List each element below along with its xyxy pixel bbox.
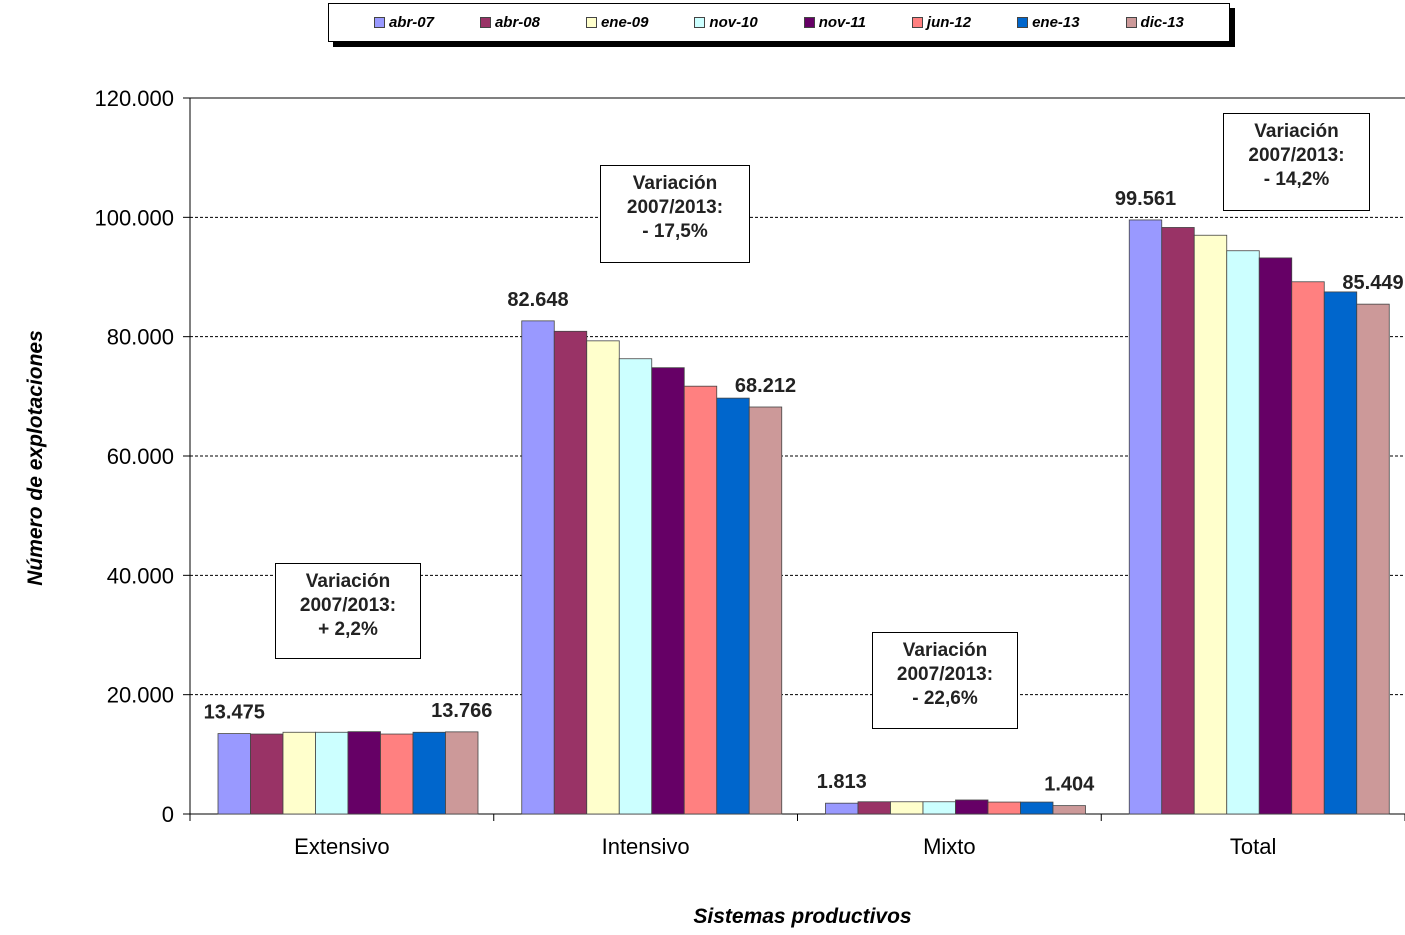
bar — [1323, 291, 1358, 815]
bar — [553, 330, 588, 815]
bar — [347, 731, 381, 815]
variation-note-mixto: Variación 2007/2013: - 22,6% — [872, 632, 1018, 729]
bar — [987, 801, 1021, 815]
x-tick-label: Total — [1230, 834, 1276, 859]
legend-item: abr-08 — [479, 14, 540, 31]
bar — [1291, 281, 1325, 815]
legend-label: nov-10 — [709, 14, 758, 31]
bar — [521, 320, 555, 815]
note-line: Variación — [1254, 121, 1339, 142]
note-line: - 17,5% — [642, 221, 708, 242]
note-line: Variación — [632, 173, 718, 194]
y-tick-label: 100.000 — [94, 205, 174, 230]
variation-note-intensivo: Variación 2007/2013: - 17,5% — [600, 165, 750, 263]
bar — [315, 731, 349, 815]
bar — [1226, 250, 1260, 815]
y-tick-label: 80.000 — [107, 325, 174, 350]
note-line: - 22,6% — [912, 688, 978, 709]
data-label: 82.648 — [507, 289, 568, 311]
legend-swatch — [585, 17, 597, 28]
legend-item: ene-09 — [585, 14, 649, 31]
note-line: Variación — [305, 571, 391, 592]
bar — [955, 799, 989, 815]
y-tick-label: 120.000 — [94, 86, 174, 111]
legend-item: abr-07 — [373, 14, 434, 31]
legend-swatch — [479, 17, 491, 28]
legend-label: nov-11 — [818, 14, 866, 31]
data-label: 99.561 — [1115, 188, 1176, 210]
x-tick-label: Intensivo — [602, 834, 690, 859]
y-tick-label: 40.000 — [107, 563, 174, 588]
note-line: 2007/2013: — [896, 664, 994, 685]
bar — [922, 801, 956, 815]
variation-note-extensivo: Variación 2007/2013: + 2,2% — [275, 563, 421, 659]
bar — [1052, 805, 1086, 815]
x-tick-label: Mixto — [923, 834, 976, 859]
note-line: 2007/2013: — [299, 595, 397, 616]
legend-label: abr-07 — [388, 14, 434, 31]
bar — [1161, 227, 1195, 815]
bar — [716, 397, 750, 815]
legend: abr-07 abr-08 ene-09 nov-10 nov-11 jun-12 ene-… — [328, 3, 1230, 42]
legend-label: jun-12 — [926, 14, 972, 31]
data-label: 1.404 — [1044, 774, 1095, 796]
note-line: 2007/2013: — [1248, 145, 1345, 166]
bar — [380, 733, 414, 815]
bar — [651, 367, 685, 815]
legend-item: nov-11 — [803, 14, 866, 31]
note-line: Variación — [902, 640, 988, 661]
bar — [1128, 219, 1163, 815]
legend-swatch — [1017, 17, 1029, 28]
data-label: 1.813 — [817, 771, 867, 793]
legend-swatch — [1125, 17, 1137, 28]
bar — [250, 733, 284, 815]
legend-label: ene-09 — [600, 14, 649, 31]
bar — [1193, 234, 1228, 815]
x-tick-label: Extensivo — [294, 834, 389, 859]
bar — [748, 406, 783, 815]
legend-label: ene-13 — [1032, 14, 1080, 31]
data-label: 68.212 — [735, 375, 796, 397]
bar — [890, 801, 924, 815]
data-label: 85.449 — [1342, 272, 1403, 294]
bar — [282, 731, 316, 815]
x-axis-title: Sistemas productivos — [693, 905, 912, 928]
data-label: 13.475 — [204, 702, 265, 724]
legend-swatch — [803, 17, 815, 28]
note-line: - 14,2% — [1263, 169, 1330, 190]
bar — [618, 358, 653, 815]
bar — [445, 731, 479, 815]
bar — [825, 802, 859, 815]
legend-item: nov-10 — [694, 14, 758, 31]
variation-note-total: Variación 2007/2013: - 14,2% — [1223, 113, 1370, 211]
bar — [1020, 801, 1054, 815]
y-tick-label: 60.000 — [107, 444, 174, 469]
bar — [1258, 257, 1293, 815]
y-tick-label: 20.000 — [107, 683, 174, 708]
legend-swatch — [694, 17, 706, 28]
note-line: 2007/2013: — [626, 197, 724, 218]
bar — [857, 801, 891, 815]
bar — [217, 733, 251, 815]
data-label: 13.766 — [431, 700, 492, 722]
y-axis-title: Número de explotaciones — [24, 330, 47, 586]
legend-swatch — [911, 17, 923, 28]
bar — [412, 731, 446, 815]
bar — [1356, 303, 1390, 815]
legend-label: abr-08 — [494, 14, 540, 31]
bar — [683, 385, 718, 815]
legend-item: ene-13 — [1017, 14, 1080, 31]
y-tick-label: 0 — [162, 802, 174, 827]
note-line: + 2,2% — [318, 619, 378, 640]
legend-swatch — [373, 17, 385, 28]
legend-item: jun-12 — [911, 14, 972, 31]
legend-label: dic-13 — [1140, 14, 1184, 31]
bar — [586, 340, 620, 815]
legend-item: dic-13 — [1125, 14, 1184, 31]
